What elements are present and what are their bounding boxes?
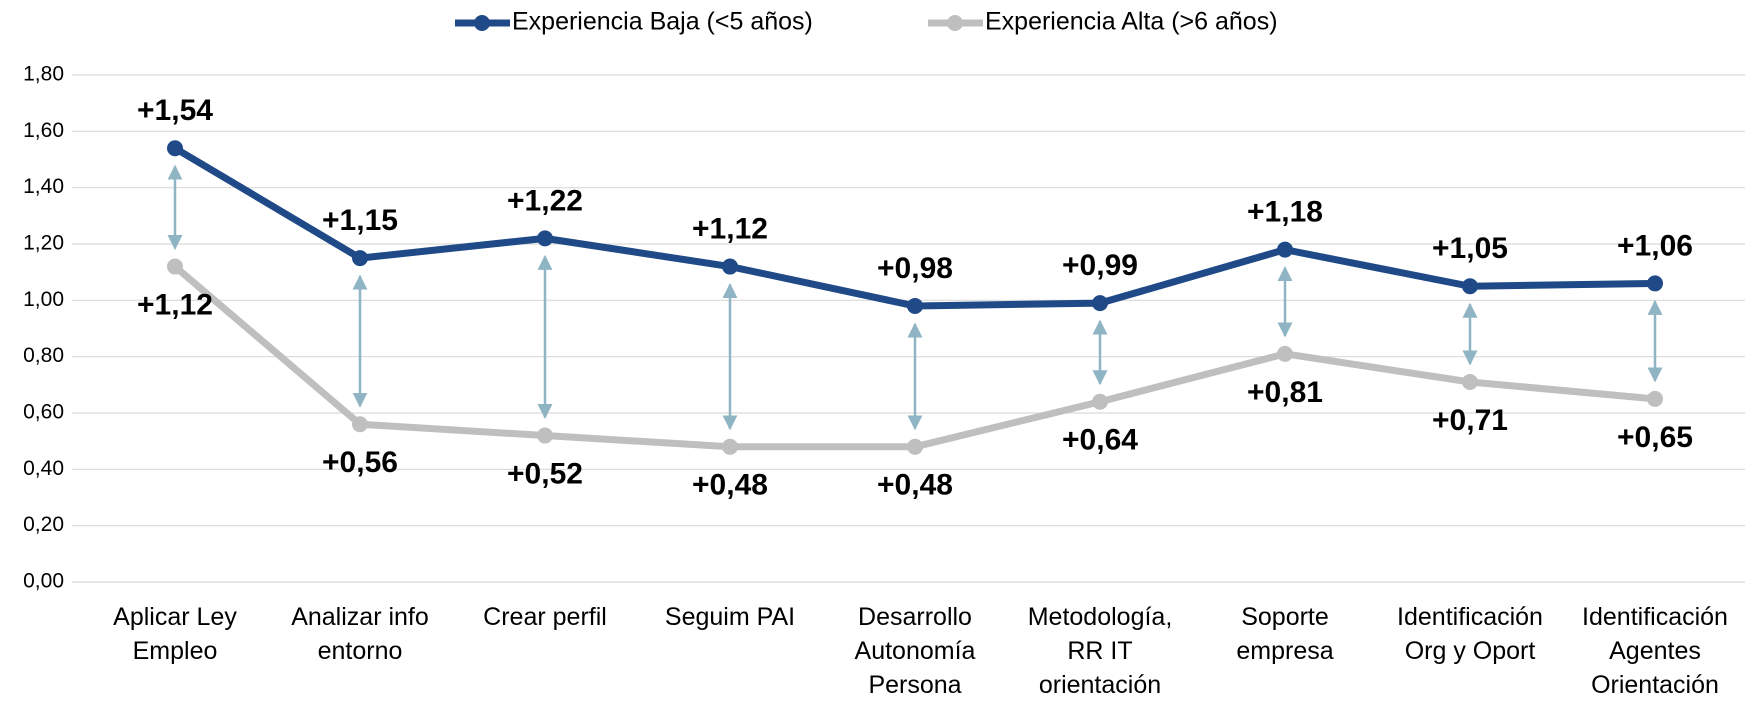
y-tick-label: 1,00 (23, 288, 64, 311)
point (1277, 345, 1293, 362)
x-tick-line: orientación (1039, 671, 1161, 699)
y-tick-label: 1,20 (23, 232, 64, 255)
x-tick-line: Crear perfil (483, 603, 607, 631)
point (1462, 374, 1478, 391)
y-tick-label: 0,60 (23, 401, 64, 424)
point (167, 258, 183, 275)
legend-label: Experiencia Alta (>6 años) (985, 8, 1278, 36)
y-tick-label: 0,40 (23, 457, 64, 480)
x-tick-label: Crear perfil (483, 603, 607, 631)
data-label: +1,15 (322, 204, 398, 237)
y-tick-label: 1,80 (23, 63, 64, 86)
x-tick-line: Soporte (1241, 603, 1329, 631)
x-tick-line: Desarrollo (858, 603, 972, 631)
data-label: +0,56 (322, 446, 398, 479)
data-label: +1,54 (137, 94, 213, 127)
y-tick-label: 0,00 (23, 570, 64, 593)
point (352, 416, 368, 433)
point (1462, 278, 1478, 295)
data-label: +0,64 (1062, 424, 1138, 457)
x-tick-line: Empleo (133, 637, 218, 665)
x-tick-label: Metodología, RR IT orientación (1028, 603, 1173, 699)
legend-marker (947, 15, 963, 31)
data-label: +0,98 (877, 252, 953, 285)
x-tick-line: Persona (868, 671, 961, 699)
x-tick-label: Aplicar Ley Empleo (113, 603, 237, 665)
x-tick-line: Analizar info (291, 603, 429, 631)
data-label: +0,99 (1062, 249, 1138, 282)
point (1277, 241, 1293, 258)
point (1647, 390, 1663, 407)
x-tick-line: Aplicar Ley (113, 603, 237, 631)
x-tick-line: Autonomía (855, 637, 976, 665)
data-label: +0,52 (507, 457, 583, 490)
y-tick-label: 1,60 (23, 119, 64, 142)
x-tick-line: Identificación (1582, 603, 1728, 631)
point (352, 250, 368, 267)
y-tick-label: 0,80 (23, 344, 64, 367)
x-tick-line: Org y Oport (1405, 637, 1536, 665)
data-label: +0,48 (692, 469, 768, 502)
data-label: +1,12 (137, 288, 213, 321)
data-label: +1,22 (507, 184, 583, 217)
point (722, 438, 738, 455)
data-label: +1,06 (1617, 229, 1693, 262)
x-tick-line: Agentes (1609, 637, 1701, 665)
point (537, 230, 553, 247)
x-tick-label: Desarrollo Autonomía Persona (855, 603, 976, 699)
x-tick-label: Seguim PAI (665, 603, 795, 631)
x-tick-label: Soporte empresa (1236, 603, 1333, 665)
point (907, 438, 923, 455)
point (1092, 295, 1108, 312)
x-tick-label: Analizar info entorno (291, 603, 429, 665)
x-tick-line: Identificación (1397, 603, 1543, 631)
point (1647, 275, 1663, 292)
y-tick-label: 0,20 (23, 513, 64, 536)
legend-marker (474, 15, 490, 31)
point (537, 427, 553, 444)
x-tick-label: Identificación Org y Oport (1397, 603, 1543, 665)
point (167, 140, 183, 157)
data-label: +0,48 (877, 469, 953, 502)
data-label: +1,12 (692, 212, 768, 245)
x-tick-line: Orientación (1591, 671, 1719, 699)
point (907, 297, 923, 314)
point (722, 258, 738, 275)
data-label: +0,71 (1432, 404, 1508, 437)
x-tick-line: Seguim PAI (665, 603, 795, 631)
point (1092, 393, 1108, 410)
data-label: +1,18 (1247, 196, 1323, 229)
x-tick-line: Metodología, (1028, 603, 1173, 631)
x-tick-label: Identificación Agentes Orientación (1582, 603, 1728, 699)
data-label: +1,05 (1432, 232, 1508, 265)
legend-label: Experiencia Baja (<5 años) (512, 8, 813, 36)
data-label: +0,81 (1247, 376, 1323, 409)
x-tick-line: empresa (1236, 637, 1333, 665)
y-tick-label: 1,40 (23, 175, 64, 198)
data-label: +0,65 (1617, 421, 1693, 454)
x-tick-line: entorno (318, 637, 403, 665)
x-tick-line: RR IT (1067, 637, 1132, 665)
